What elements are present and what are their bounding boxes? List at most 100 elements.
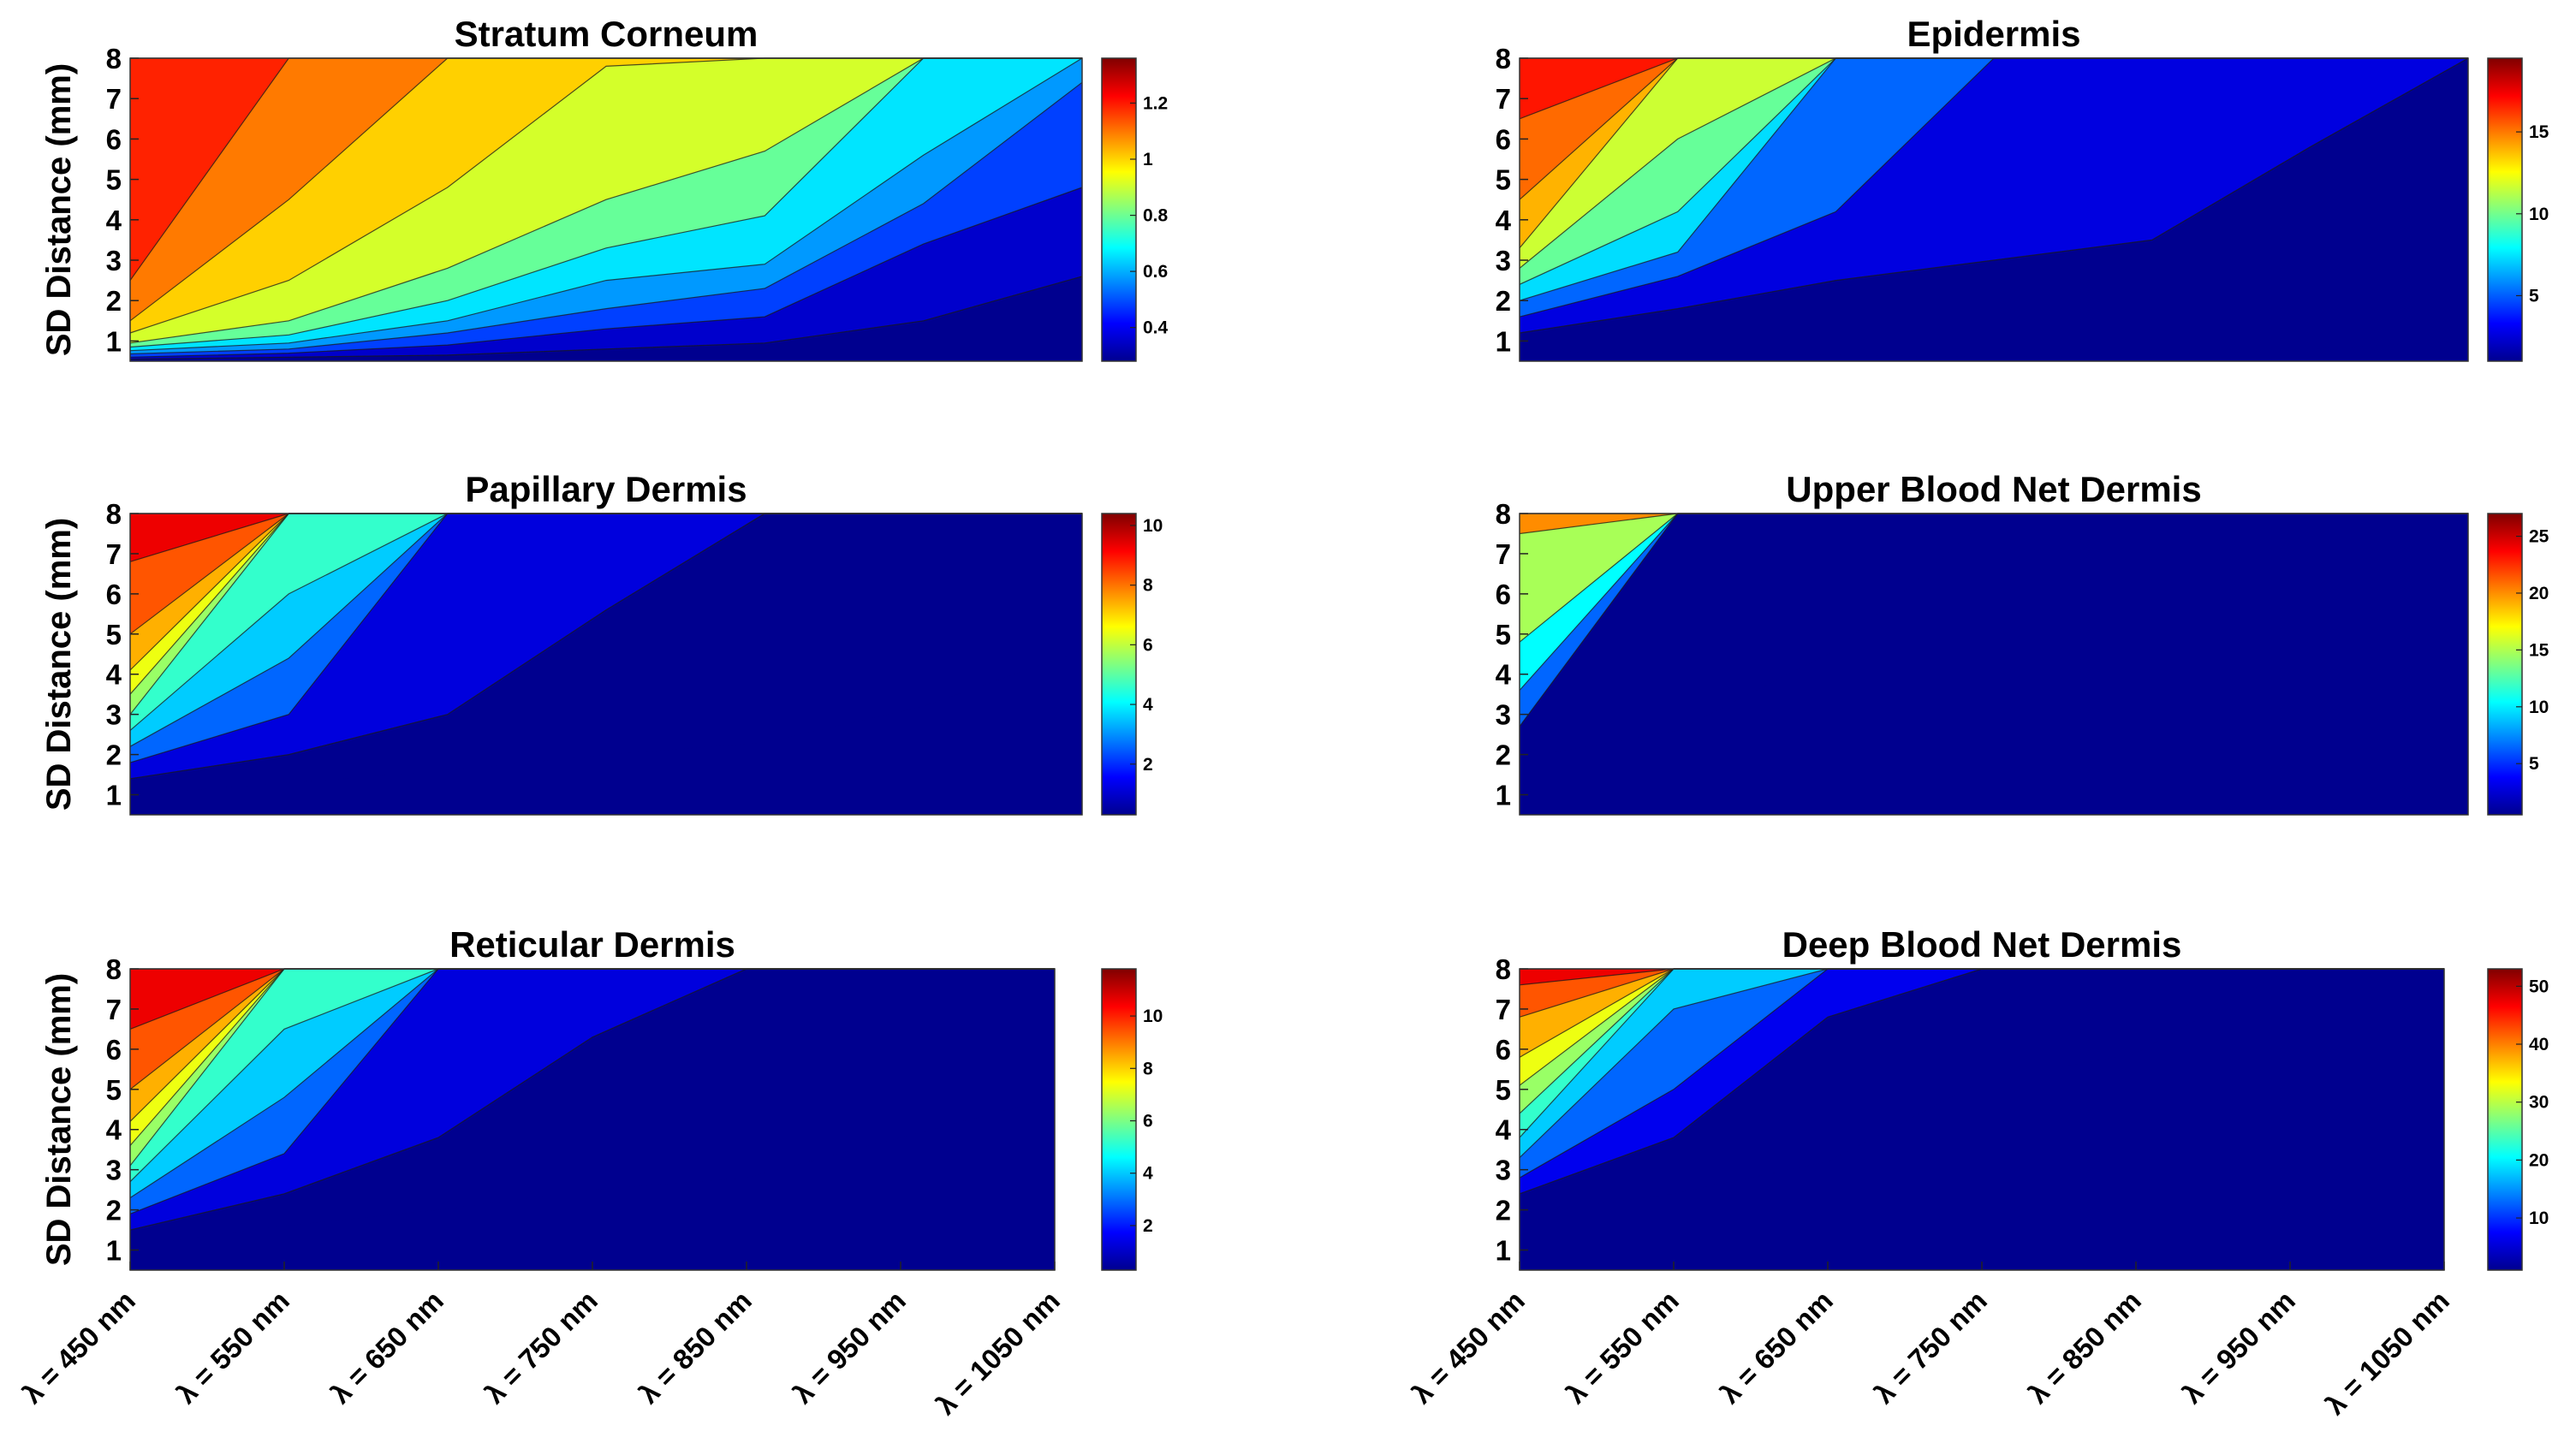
- y-tick-label: 7: [1496, 994, 1511, 1025]
- contour-band: [130, 514, 1082, 562]
- y-tick-label: 5: [106, 164, 122, 196]
- axes-frame: [1519, 968, 2445, 1271]
- y-tick-label: 8: [106, 953, 122, 985]
- y-tick-label: 7: [106, 994, 122, 1025]
- contour-band: [1520, 58, 2468, 285]
- x-tick-label: λ = 650 nm: [1714, 1285, 1839, 1410]
- y-tick-label: 4: [1496, 659, 1512, 691]
- panel-title: Reticular Dermis: [449, 924, 735, 965]
- contour-band: [1520, 969, 2444, 985]
- colorbar-tick-label: 50: [2529, 977, 2549, 996]
- colorbar-tick-label: 6: [1143, 635, 1153, 655]
- y-tick-label: 5: [106, 619, 122, 650]
- y-tick-label: 3: [106, 699, 122, 731]
- y-tick-label: 5: [1496, 1074, 1511, 1106]
- contour-band: [130, 969, 1055, 1198]
- x-tick-label: λ = 550 nm: [1560, 1285, 1685, 1410]
- colorbar-tick-label: 1: [1143, 150, 1153, 169]
- y-tick-label: 5: [1496, 619, 1511, 650]
- contour-line: [129, 276, 1083, 360]
- y-tick-label: 6: [1496, 1034, 1511, 1066]
- y-tick-label: 7: [1496, 538, 1511, 570]
- y-tick-label: 3: [1496, 699, 1511, 731]
- y-axis-label: SD Distance (mm): [40, 63, 78, 356]
- y-tick-label: 1: [106, 325, 122, 357]
- y-tick-label: 8: [1496, 498, 1511, 530]
- y-tick-label: 3: [106, 1155, 122, 1186]
- contour-band: [1520, 514, 2468, 534]
- x-tick-label: λ = 650 nm: [324, 1285, 449, 1410]
- colorbar-tick-label: 0.6: [1143, 262, 1168, 282]
- x-tick-label: λ = 450 nm: [16, 1285, 141, 1410]
- colorbar-tick-label: 30: [2529, 1093, 2549, 1113]
- y-tick-label: 1: [106, 780, 122, 811]
- y-tick-label: 4: [106, 1114, 122, 1146]
- y-tick-label: 5: [1496, 164, 1511, 196]
- colorbar: [2487, 57, 2523, 362]
- y-tick-label: 2: [106, 285, 122, 317]
- y-tick-label: 2: [1496, 1195, 1511, 1226]
- y-tick-label: 8: [106, 43, 122, 74]
- colorbar-tick-label: 0.8: [1143, 206, 1169, 226]
- y-tick-label: 4: [1496, 1114, 1512, 1146]
- x-tick-label: λ = 950 nm: [787, 1285, 912, 1410]
- contour-band: [1520, 514, 2468, 759]
- contour-band: [130, 514, 1082, 747]
- y-tick-label: 6: [106, 123, 122, 155]
- axes-frame: [129, 57, 1083, 362]
- colorbar: [1101, 968, 1137, 1271]
- panel-title: Deep Blood Net Dermis: [1782, 924, 2182, 965]
- contour-line: [129, 81, 1083, 355]
- colorbar-tick-label: 5: [2529, 754, 2539, 774]
- y-tick-label: 3: [1496, 245, 1511, 276]
- y-tick-label: 7: [106, 538, 122, 570]
- x-tick-label: λ = 450 nm: [1406, 1285, 1531, 1410]
- colorbar-tick-label: 40: [2529, 1035, 2549, 1054]
- y-tick-label: 2: [106, 1195, 122, 1226]
- colorbar-tick-label: 10: [2529, 205, 2549, 224]
- axes-frame: [129, 513, 1083, 816]
- x-tick-label: λ = 750 nm: [479, 1285, 604, 1410]
- y-tick-label: 8: [1496, 43, 1511, 74]
- y-tick-label: 1: [1496, 780, 1511, 811]
- x-tick-label: λ = 550 nm: [170, 1285, 295, 1410]
- colorbar-tick-label: 8: [1143, 576, 1153, 596]
- y-tick-label: 4: [106, 205, 122, 236]
- colorbar-tick-label: 5: [2529, 286, 2539, 306]
- contour-line: [1519, 57, 2469, 334]
- colorbar: [2487, 513, 2523, 816]
- colorbar-tick-label: 4: [1143, 695, 1153, 715]
- y-tick-label: 1: [106, 1235, 122, 1267]
- y-tick-label: 3: [1496, 1155, 1511, 1186]
- colorbar-tick-label: 2: [1143, 755, 1153, 775]
- y-tick-label: 1: [1496, 325, 1511, 357]
- panel-title: Stratum Corneum: [455, 14, 759, 54]
- y-tick-label: 5: [106, 1074, 122, 1106]
- colorbar: [1101, 513, 1137, 816]
- x-tick-label: λ = 1050 nm: [930, 1285, 1066, 1421]
- colorbar: [2487, 968, 2523, 1271]
- y-tick-label: 2: [1496, 739, 1511, 771]
- colorbar-tick-label: 6: [1143, 1112, 1153, 1131]
- y-tick-label: 6: [106, 579, 122, 610]
- colorbar-tick-label: 15: [2529, 122, 2549, 142]
- colorbar-tick-label: 1.2: [1143, 93, 1168, 113]
- colorbar-tick-label: 15: [2529, 640, 2549, 660]
- y-tick-label: 6: [1496, 579, 1511, 610]
- y-tick-label: 2: [1496, 285, 1511, 317]
- colorbar-tick-label: 25: [2529, 527, 2549, 547]
- colorbar-tick-label: 10: [2529, 698, 2549, 717]
- contour-band: [1520, 58, 2468, 119]
- y-tick-label: 7: [1496, 83, 1511, 115]
- colorbar-tick-label: 10: [1143, 1007, 1163, 1026]
- y-tick-label: 8: [106, 498, 122, 530]
- axes-frame: [129, 968, 1056, 1271]
- y-tick-label: 7: [106, 83, 122, 115]
- y-tick-label: 2: [106, 739, 122, 771]
- colorbar-tick-label: 8: [1143, 1059, 1153, 1078]
- colorbar-tick-label: 0.4: [1143, 318, 1169, 338]
- colorbar-tick-label: 2: [1143, 1216, 1153, 1236]
- y-axis-label: SD Distance (mm): [40, 518, 78, 811]
- y-tick-label: 1: [1496, 1235, 1511, 1267]
